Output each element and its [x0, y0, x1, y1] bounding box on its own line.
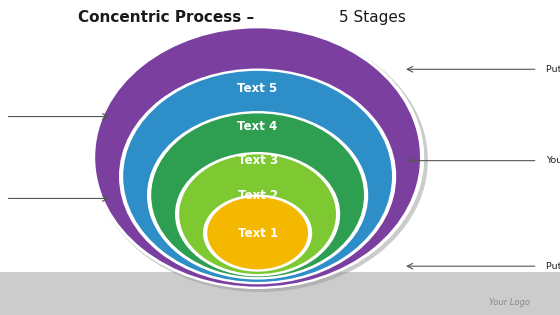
Ellipse shape [147, 111, 368, 280]
Text: Text 5: Text 5 [237, 82, 278, 95]
Text: Concentric Process –: Concentric Process – [78, 10, 260, 25]
Ellipse shape [119, 68, 396, 284]
Ellipse shape [151, 113, 364, 277]
Text: Text 2: Text 2 [237, 189, 278, 202]
Text: Put text here: Put text here [546, 65, 560, 74]
Ellipse shape [95, 28, 420, 287]
Text: Your text here: Your text here [546, 156, 560, 165]
Text: Text 1: Text 1 [237, 226, 278, 240]
Text: Put text here: Put text here [546, 262, 560, 271]
Ellipse shape [207, 197, 308, 269]
Ellipse shape [203, 194, 312, 272]
Ellipse shape [175, 152, 340, 277]
Text: Text 3: Text 3 [237, 154, 278, 167]
Text: 5 Stages: 5 Stages [339, 10, 405, 25]
Bar [0, 272, 560, 315]
Ellipse shape [179, 154, 336, 274]
Ellipse shape [91, 26, 424, 289]
Text: Your Logo: Your Logo [489, 298, 530, 307]
Text: Text 4: Text 4 [237, 119, 278, 133]
Bar [0, 0, 560, 272]
Ellipse shape [93, 28, 428, 292]
Ellipse shape [123, 71, 392, 282]
